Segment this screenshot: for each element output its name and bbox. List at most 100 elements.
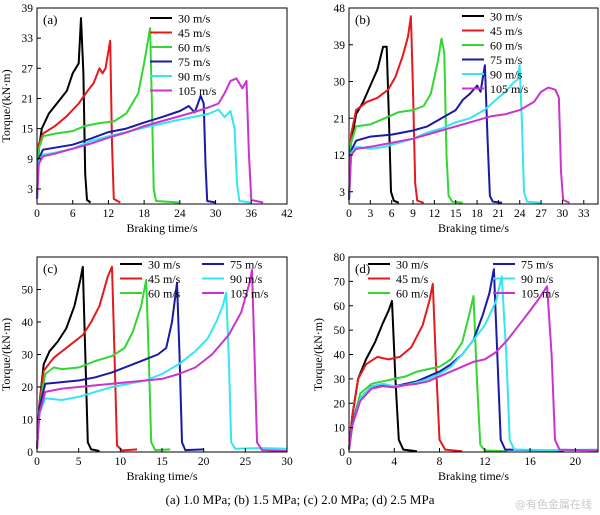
- legend-label-3-5: 105 m/s: [521, 287, 560, 301]
- y-axis-label-0: Torque/(kN·m): [0, 69, 13, 142]
- y-tick-label-3-8: 80: [334, 252, 346, 264]
- y-axis-label-3: Torque/(kN·m): [311, 318, 325, 391]
- series-line-2-4: [36, 291, 288, 450]
- series-line-1-1: [348, 15, 425, 204]
- x-tick-label-2-5: 25: [240, 456, 252, 468]
- x-tick-label-1-11: 33: [578, 208, 590, 220]
- x-tick-label-3-4: 16: [524, 456, 536, 468]
- x-axis-label-3: Braking time/s: [438, 469, 509, 483]
- legend-label-3-2: 60 m/s: [396, 287, 429, 301]
- x-axis-label-0: Braking time/s: [127, 221, 198, 235]
- legend-label-3-1: 45 m/s: [396, 272, 429, 286]
- x-axis-label-2: Braking time/s: [127, 469, 198, 483]
- y-tick-label-1-0: 3: [339, 187, 345, 199]
- x-tick-label-2-4: 20: [198, 456, 210, 468]
- x-tick-label-3-3: 12: [479, 456, 491, 468]
- x-tick-label-0-6: 36: [246, 208, 258, 220]
- x-tick-label-1-5: 15: [450, 208, 462, 220]
- y-tick-label-3-0: 0: [339, 447, 345, 459]
- x-tick-label-3-0: 0: [346, 456, 352, 468]
- legend-label-3-0: 30 m/s: [396, 258, 429, 272]
- y-tick-label-2-0: 0: [27, 447, 33, 459]
- series-line-2-2: [36, 278, 171, 452]
- y-tick-label-3-5: 50: [334, 325, 346, 337]
- y-tick-label-1-4: 39: [334, 40, 346, 52]
- panel-label-2: (c): [43, 261, 57, 276]
- y-tick-label-1-1: 12: [334, 150, 346, 162]
- y-tick-label-3-6: 60: [334, 301, 346, 313]
- y-tick-label-0-1: 9: [27, 154, 33, 166]
- y-tick-label-0-4: 27: [22, 63, 34, 75]
- x-tick-label-0-5: 30: [210, 208, 222, 220]
- series-line-3-5: [348, 285, 599, 452]
- plot-frame-0: [36, 7, 288, 205]
- x-axis-label-1: Braking time/s: [438, 221, 509, 235]
- y-tick-label-1-2: 21: [334, 113, 346, 125]
- y-tick-label-3-7: 70: [334, 276, 346, 288]
- y-tick-label-3-3: 30: [334, 374, 346, 386]
- x-tick-label-1-7: 21: [493, 208, 505, 220]
- x-tick-label-2-0: 0: [34, 456, 40, 468]
- plot-frame-3: [348, 256, 599, 453]
- x-tick-label-2-3: 15: [156, 456, 168, 468]
- series-line-1-3: [348, 64, 503, 204]
- plot-frame-1: [348, 7, 599, 205]
- series-line-1-5: [348, 86, 570, 204]
- y-tick-label-0-6: 39: [22, 3, 34, 15]
- legend-label-2-5: 105 m/s: [230, 287, 269, 301]
- x-tick-label-1-8: 24: [514, 208, 526, 220]
- x-tick-label-0-7: 42: [281, 208, 293, 220]
- x-tick-label-1-4: 12: [429, 208, 441, 220]
- x-tick-label-2-6: 30: [281, 456, 293, 468]
- series-line-2-5: [36, 269, 288, 452]
- x-tick-label-2-1: 5: [76, 456, 82, 468]
- y-tick-label-2-1: 10: [22, 415, 34, 427]
- watermark: @有色金属在线: [515, 498, 592, 511]
- legend-label-2-2: 60 m/s: [148, 287, 181, 301]
- y-tick-label-3-4: 40: [334, 350, 346, 362]
- x-tick-label-1-6: 18: [471, 208, 483, 220]
- x-tick-label-0-4: 24: [174, 208, 186, 220]
- y-tick-label-2-4: 40: [22, 317, 34, 329]
- series-line-0-3: [36, 94, 216, 204]
- legend-label-2-0: 30 m/s: [148, 258, 181, 272]
- legend-label-0-0: 30 m/s: [178, 12, 211, 26]
- y-tick-label-0-2: 15: [22, 124, 34, 136]
- x-tick-label-2-2: 10: [115, 456, 127, 468]
- series-line-2-3: [36, 282, 204, 452]
- series-line-0-5: [36, 77, 264, 204]
- legend-label-0-5: 105 m/s: [178, 84, 217, 98]
- legend-label-1-5: 105 m/s: [490, 82, 529, 96]
- x-tick-label-1-1: 3: [367, 208, 373, 220]
- y-tick-label-3-1: 10: [334, 423, 346, 435]
- y-tick-label-2-2: 20: [22, 382, 34, 394]
- x-tick-label-3-2: 8: [437, 456, 443, 468]
- x-tick-label-0-2: 12: [103, 208, 115, 220]
- series-line-2-1: [36, 265, 138, 452]
- panel-label-1: (b): [355, 12, 370, 27]
- x-tick-label-1-10: 30: [557, 208, 569, 220]
- x-tick-label-1-0: 0: [346, 208, 352, 220]
- legend-label-2-3: 75 m/s: [230, 258, 263, 272]
- x-tick-label-3-5: 20: [570, 456, 582, 468]
- series-line-1-0: [348, 45, 400, 204]
- legend-label-2-1: 45 m/s: [148, 272, 181, 286]
- series-line-3-4: [348, 275, 599, 452]
- legend-label-1-3: 75 m/s: [490, 53, 523, 67]
- y-tick-label-1-5: 48: [334, 3, 346, 15]
- series-line-3-1: [348, 282, 463, 453]
- series-line-2-0: [36, 265, 100, 452]
- series-line-1-4: [348, 64, 542, 204]
- y-tick-label-2-5: 50: [22, 285, 34, 297]
- series-line-1-2: [348, 37, 463, 204]
- series-line-0-0: [36, 17, 92, 204]
- x-tick-label-1-9: 27: [535, 208, 547, 220]
- x-tick-label-0-3: 18: [138, 208, 150, 220]
- series-line-0-1: [36, 39, 121, 204]
- figure-caption: (a) 1.0 MPa; (b) 1.5 MPa; (c) 2.0 MPa; (…: [165, 492, 435, 507]
- legend-label-3-4: 90 m/s: [521, 272, 554, 286]
- y-tick-label-0-3: 21: [22, 93, 34, 105]
- panel-label-0: (a): [43, 12, 57, 27]
- y-tick-label-3-2: 20: [334, 398, 346, 410]
- legend-label-0-4: 90 m/s: [178, 70, 211, 84]
